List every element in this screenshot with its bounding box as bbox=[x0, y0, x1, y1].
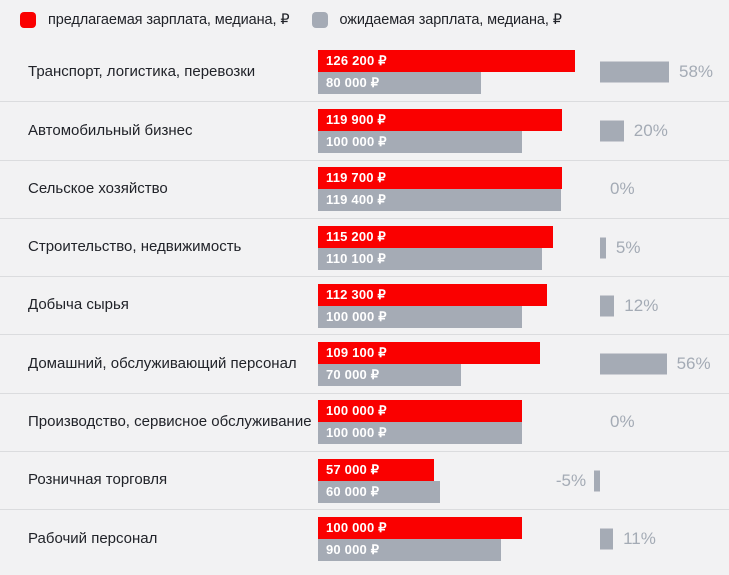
expected-salary-value: 119 400 ₽ bbox=[326, 192, 386, 208]
percent-diff-label: 11% bbox=[623, 529, 656, 549]
percent-diff-bar bbox=[600, 528, 614, 550]
percent-diff-bar bbox=[600, 237, 606, 259]
bar-pair: 115 200 ₽ 110 100 ₽ bbox=[318, 225, 600, 270]
percent-diff-bar bbox=[600, 61, 669, 83]
offered-salary-bar: 119 700 ₽ bbox=[318, 167, 562, 190]
percent-diff-cell: -5% bbox=[556, 452, 729, 509]
offered-salary-swatch-icon bbox=[20, 12, 36, 28]
legend-item-expected: ожидаемая зарплата, медиана, ₽ bbox=[311, 12, 562, 28]
chart-row: Рабочий персонал 100 000 ₽ 90 000 ₽ 11% bbox=[0, 509, 729, 567]
percent-diff-label: 5% bbox=[615, 237, 641, 257]
bar-pair: 112 300 ₽ 100 000 ₽ bbox=[318, 283, 600, 328]
chart-row: Добыча сырья 112 300 ₽ 100 000 ₽ 12% bbox=[0, 276, 729, 334]
chart-row: Производство, сервисное обслуживание 100 … bbox=[0, 392, 729, 451]
bar-pair: 119 700 ₽ 119 400 ₽ bbox=[318, 167, 600, 212]
offered-salary-bar: 119 900 ₽ bbox=[318, 108, 563, 131]
percent-diff-bar bbox=[600, 120, 624, 142]
legend-expected-label: ожидаемая зарплата, медиана, ₽ bbox=[339, 12, 562, 28]
offered-salary-bar: 115 200 ₽ bbox=[318, 225, 553, 248]
expected-salary-bar: 110 100 ₽ bbox=[318, 247, 543, 270]
percent-diff-label: 0% bbox=[610, 179, 635, 199]
percent-diff-label: 56% bbox=[676, 354, 711, 374]
percent-diff-bar bbox=[600, 295, 615, 317]
expected-salary-value: 100 000 ₽ bbox=[326, 425, 387, 441]
category-label: Рабочий персонал bbox=[28, 529, 158, 547]
percent-diff-label: 12% bbox=[624, 295, 659, 315]
expected-salary-value: 110 100 ₽ bbox=[326, 250, 386, 266]
category-label: Производство, сервисное обслуживание bbox=[28, 413, 312, 431]
percent-diff-bar bbox=[600, 353, 667, 375]
percent-diff-label: 58% bbox=[679, 62, 714, 82]
expected-salary-swatch-icon bbox=[311, 12, 328, 28]
offered-salary-bar: 112 300 ₽ bbox=[318, 283, 547, 306]
expected-salary-bar: 119 400 ₽ bbox=[318, 189, 562, 212]
percent-diff-cell: 11% bbox=[600, 510, 729, 567]
category-label: Строительство, недвижимость bbox=[28, 238, 242, 256]
category-label: Сельское хозяйство bbox=[28, 179, 168, 197]
chart-legend: предлагаемая зарплата, медиана, ₽ ожидае… bbox=[0, 0, 729, 28]
expected-salary-value: 60 000 ₽ bbox=[326, 483, 380, 499]
bar-pair: 126 200 ₽ 80 000 ₽ bbox=[318, 50, 600, 95]
expected-salary-bar: 80 000 ₽ bbox=[318, 72, 481, 95]
chart-row: Розничная торговля 57 000 ₽ 60 000 ₽ -5% bbox=[0, 451, 729, 509]
percent-diff-cell: 0% bbox=[600, 161, 729, 218]
percent-diff-cell: 5% bbox=[600, 219, 729, 276]
percent-diff-cell: 0% bbox=[600, 394, 729, 451]
percent-diff-cell: 20% bbox=[600, 102, 729, 159]
category-label: Розничная торговля bbox=[28, 471, 168, 489]
chart-rows: Транспорт, логистика, перевозки 126 200 ₽… bbox=[0, 43, 729, 568]
chart-row: Транспорт, логистика, перевозки 126 200 ₽… bbox=[0, 43, 729, 101]
expected-salary-value: 100 000 ₽ bbox=[326, 308, 387, 324]
offered-salary-bar: 57 000 ₽ bbox=[318, 458, 435, 481]
expected-salary-bar: 60 000 ₽ bbox=[318, 480, 441, 503]
percent-diff-cell: 58% bbox=[600, 43, 729, 101]
percent-diff-label: -5% bbox=[555, 470, 587, 490]
offered-salary-value: 112 300 ₽ bbox=[326, 286, 386, 302]
offered-salary-bar: 100 000 ₽ bbox=[318, 517, 522, 540]
offered-salary-value: 100 000 ₽ bbox=[326, 520, 387, 536]
expected-salary-value: 90 000 ₽ bbox=[326, 542, 380, 558]
bar-pair: 100 000 ₽ 100 000 ₽ bbox=[318, 400, 600, 445]
percent-diff-label: 20% bbox=[633, 120, 668, 140]
offered-salary-bar: 126 200 ₽ bbox=[318, 50, 575, 73]
offered-salary-value: 100 000 ₽ bbox=[326, 403, 387, 419]
offered-salary-value: 109 100 ₽ bbox=[326, 345, 387, 361]
category-label: Автомобильный бизнес bbox=[28, 121, 193, 139]
offered-salary-value: 126 200 ₽ bbox=[326, 53, 387, 69]
expected-salary-bar: 100 000 ₽ bbox=[318, 305, 522, 328]
bar-pair: 109 100 ₽ 70 000 ₽ bbox=[318, 342, 600, 387]
offered-salary-bar: 109 100 ₽ bbox=[318, 342, 541, 365]
chart-row: Автомобильный бизнес 119 900 ₽ 100 000 ₽ 20… bbox=[0, 101, 729, 159]
chart-row: Строительство, недвижимость 115 200 ₽ 110 … bbox=[0, 217, 729, 276]
percent-diff-bar bbox=[594, 470, 600, 492]
legend-offered-label: предлагаемая зарплата, медиана, ₽ bbox=[48, 12, 290, 28]
percent-diff-label: 0% bbox=[610, 412, 635, 432]
percent-diff-cell: 56% bbox=[600, 335, 729, 392]
offered-salary-bar: 100 000 ₽ bbox=[318, 400, 522, 423]
bar-pair: 119 900 ₽ 100 000 ₽ bbox=[318, 108, 600, 153]
chart-row: Сельское хозяйство 119 700 ₽ 119 400 ₽ 0% bbox=[0, 159, 729, 218]
expected-salary-value: 80 000 ₽ bbox=[326, 75, 380, 91]
category-label: Домашний, обслуживающий персонал bbox=[28, 354, 297, 372]
chart-row: Домашний, обслуживающий персонал 109 100 … bbox=[0, 334, 729, 392]
offered-salary-value: 119 700 ₽ bbox=[326, 170, 386, 186]
expected-salary-bar: 90 000 ₽ bbox=[318, 539, 502, 562]
bar-pair: 57 000 ₽ 60 000 ₽ bbox=[318, 458, 600, 503]
expected-salary-bar: 100 000 ₽ bbox=[318, 422, 522, 445]
expected-salary-bar: 100 000 ₽ bbox=[318, 130, 522, 153]
offered-salary-value: 115 200 ₽ bbox=[326, 228, 386, 244]
offered-salary-value: 119 900 ₽ bbox=[326, 111, 386, 127]
percent-diff-cell: 12% bbox=[600, 277, 729, 334]
category-label: Добыча сырья bbox=[28, 296, 129, 314]
expected-salary-bar: 70 000 ₽ bbox=[318, 364, 461, 387]
expected-salary-value: 70 000 ₽ bbox=[326, 367, 380, 383]
expected-salary-value: 100 000 ₽ bbox=[326, 133, 387, 149]
offered-salary-value: 57 000 ₽ bbox=[326, 461, 380, 477]
legend-item-offered: предлагаемая зарплата, медиана, ₽ bbox=[20, 12, 290, 28]
category-label: Транспорт, логистика, перевозки bbox=[28, 62, 256, 80]
bar-pair: 100 000 ₽ 90 000 ₽ bbox=[318, 517, 600, 562]
